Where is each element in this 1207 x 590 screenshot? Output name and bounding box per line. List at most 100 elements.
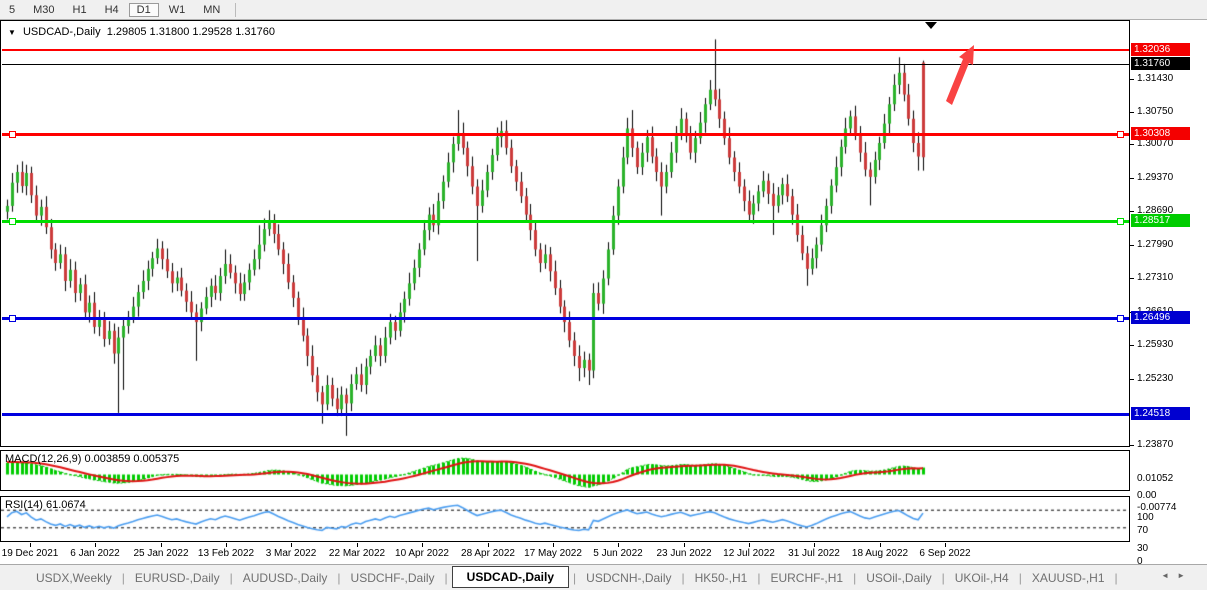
timeframe-button-m30[interactable]: M30 [33,3,55,16]
rsi-panel[interactable]: RSI(14) 61.0674 [0,496,1130,542]
date-axis[interactable]: 19 Dec 2021 6 Jan 2022 25 Jan 2022 13 Feb 2… [0,543,1130,563]
date-tick [226,543,227,547]
tab-scroll-arrows[interactable]: ◄► [1161,571,1193,580]
line-handle[interactable] [9,218,16,225]
chart-tab-ukoilh4[interactable]: UKOil-,H4 [954,570,1009,585]
line-handle[interactable] [9,131,16,138]
price-badge-1.32036: 1.32036 [1131,43,1190,57]
date-tick [618,543,619,547]
chart-tab-xauusdh1[interactable]: XAUUSD-,H1 [1031,570,1105,585]
line-handle[interactable] [1117,315,1124,322]
price-badge-1.26496: 1.26496 [1131,311,1190,325]
chart-symbol-label: USDCAD-,Daily [22,26,101,38]
date-tick [161,543,162,547]
date-tick [422,543,423,547]
rsi-axis-label: 0 [1137,556,1143,567]
date-label: 13 Feb 2022 [197,548,255,559]
date-label: 6 Jan 2022 [70,548,120,559]
date-label: 6 Sep 2022 [919,548,971,559]
price-badge-1.31760: 1.31760 [1131,56,1190,70]
price-axis[interactable]: 1.31430 1.30750 1.30070 1.29370 1.28690 1.279… [1130,20,1207,567]
date-label: 23 Jun 2022 [656,548,712,559]
line-handle[interactable] [1117,131,1124,138]
timeframe-button-h4[interactable]: H4 [104,3,119,16]
tab-separator: | [757,570,761,585]
rsi-label: RSI(14) 61.0674 [5,499,86,511]
line-handle[interactable] [1117,218,1124,225]
price-tick-label: 1.28690 [1137,205,1174,217]
timeframe-button-mn[interactable]: MN [203,3,221,16]
horizontal-line-1.28517[interactable] [2,220,1129,223]
date-label: 5 Jun 2022 [593,548,643,559]
chart-tab-usdchfdaily[interactable]: USDCHF-,Daily [350,570,435,585]
macd-axis-label: 0.01052 [1137,472,1174,484]
date-tick [880,543,881,547]
chart-tab-hk50h1[interactable]: HK50-,H1 [694,570,748,585]
date-label: 17 May 2022 [524,548,582,559]
timeframe-button-d1[interactable]: D1 [128,2,159,17]
price-chart-panel[interactable]: ▼ USDCAD-,Daily 1.29805 1.31800 1.29528 … [0,20,1130,447]
date-tick [553,543,554,547]
horizontal-line-1.3176[interactable] [2,64,1129,65]
macd-axis-label: -0.00774 [1137,501,1177,513]
macd-canvas[interactable] [1,451,1129,490]
macd-panel[interactable]: MACD(12,26,9) 0.003859 0.005375 [0,450,1130,491]
tab-separator: | [941,570,945,585]
tab-separator: | [229,570,233,585]
chart-tab-eurchfh1[interactable]: EURCHF-,H1 [770,570,844,585]
chart-tab-eurusddaily[interactable]: EURUSD-,Daily [134,570,220,585]
arrow-annotation[interactable] [1,21,1131,448]
price-tick-label: 1.27990 [1137,239,1174,251]
date-label: 28 Apr 2022 [461,548,515,559]
date-tick [684,543,685,547]
price-tick [1130,378,1134,380]
price-tick [1130,144,1134,146]
date-label: 12 Jul 2022 [723,548,775,559]
date-tick [814,543,815,547]
rsi-axis-label: 100 [1137,512,1154,523]
tab-separator: | [121,570,125,585]
price-tick [1130,211,1134,213]
date-label: 3 Mar 2022 [265,548,317,559]
horizontal-line-1.26496[interactable] [2,317,1129,320]
price-tick-label: 1.25930 [1137,338,1174,350]
date-tick [488,543,489,547]
tab-separator: | [1114,570,1118,585]
price-tick-label: 1.23870 [1137,438,1174,450]
price-tick-label: 1.29370 [1137,172,1174,184]
price-tick [1130,444,1134,446]
horizontal-line-1.24518[interactable] [2,413,1129,416]
tab-separator: | [1018,570,1022,585]
chart-tab-usdcnhdaily[interactable]: USDCNH-,Daily [586,570,672,585]
timeframe-button-h1[interactable]: H1 [72,3,87,16]
price-tick-label: 1.27310 [1137,272,1174,284]
chart-shift-marker-icon[interactable] [925,22,937,29]
tab-scroll-right-icon[interactable]: ► [1177,571,1193,580]
date-tick [291,543,292,547]
chart-tab-audusddaily[interactable]: AUDUSD-,Daily [242,570,328,585]
chart-dropdown-icon[interactable]: ▼ [8,28,16,37]
candlestick-canvas[interactable] [1,21,1129,446]
macd-axis-label: 0.00 [1137,489,1157,501]
price-tick [1130,278,1134,280]
timeframe-button-5[interactable]: 5 [9,3,16,16]
horizontal-line-1.30308[interactable] [2,133,1129,136]
price-tick-label: 1.25230 [1137,372,1174,384]
chart-tab-usdcaddaily[interactable]: USDCAD-,Daily [451,565,570,588]
horizontal-line-1.32036[interactable] [2,49,1129,51]
chart-tab-usoildaily[interactable]: USOil-,Daily [866,570,932,585]
timeframe-button-w1[interactable]: W1 [168,3,186,16]
rsi-canvas[interactable] [1,497,1129,541]
price-tick [1130,245,1134,247]
chart-tab-usdxweekly[interactable]: USDX,Weekly [36,570,112,585]
price-tick [1130,178,1134,180]
tab-scroll-left-icon[interactable]: ◄ [1161,571,1178,580]
price-tick [1130,344,1134,346]
chart-ohlc-values: 1.29805 1.31800 1.29528 1.31760 [106,26,275,38]
price-tick-label: 1.30070 [1137,138,1174,150]
line-handle[interactable] [9,315,16,322]
chart-title: ▼ USDCAD-,Daily 1.29805 1.31800 1.29528 … [8,26,275,38]
price-tick [1130,111,1134,113]
date-label: 10 Apr 2022 [395,548,449,559]
